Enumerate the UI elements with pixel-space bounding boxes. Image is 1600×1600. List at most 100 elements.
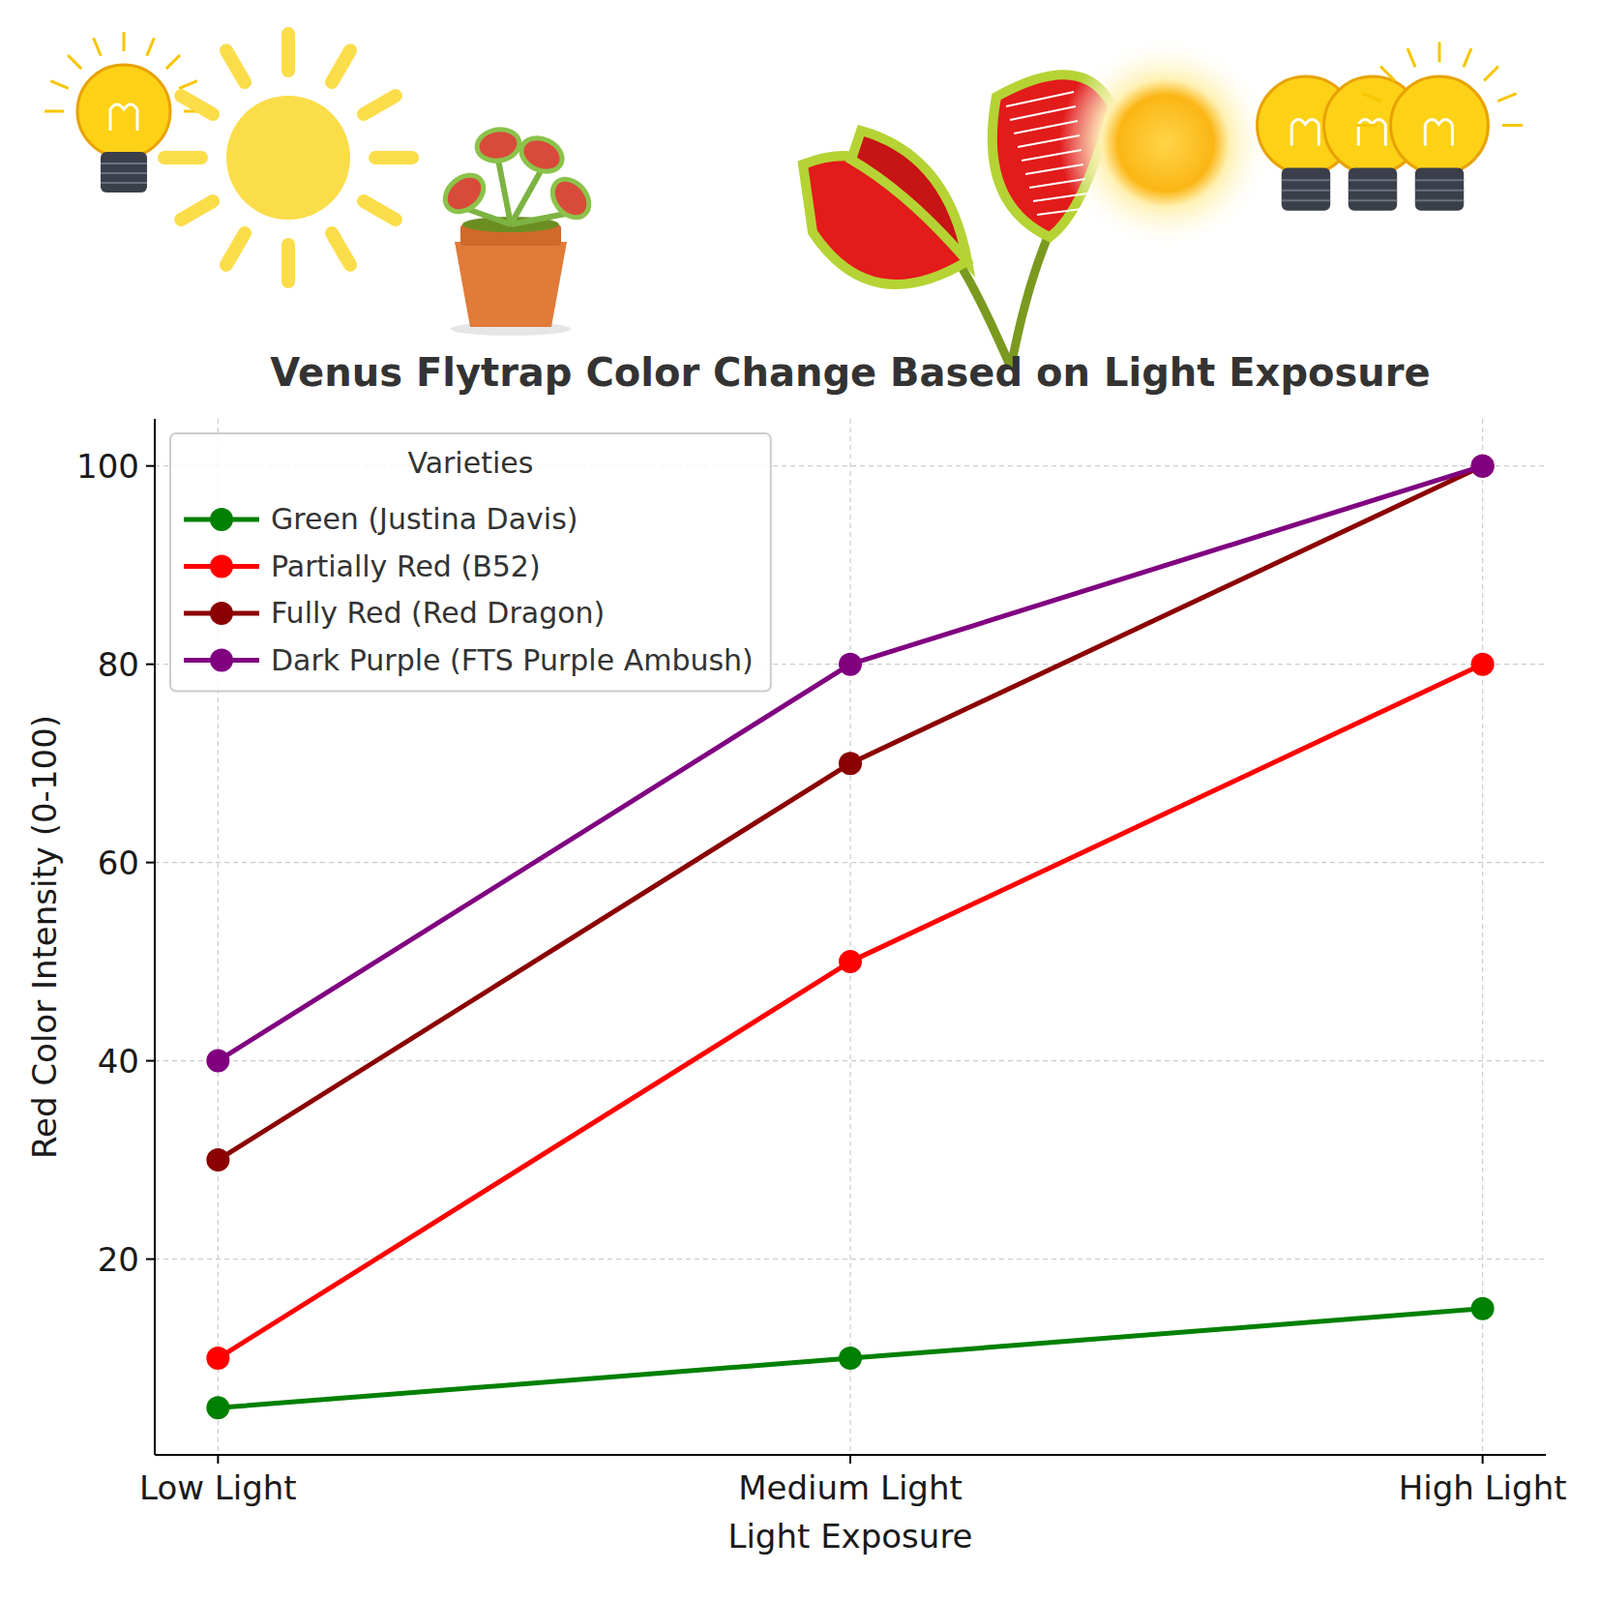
bulb-ray [1407, 48, 1416, 67]
sun-disc [226, 95, 351, 220]
y-tick-label: 100 [76, 446, 140, 486]
bulb-filament [1424, 119, 1452, 147]
y-tick [146, 663, 155, 666]
bulb-ray [1380, 66, 1395, 82]
bulb-thread [100, 172, 148, 175]
sun-ray [331, 50, 351, 83]
stem [510, 212, 571, 225]
sun-ray [180, 201, 213, 220]
bulb-ray [44, 110, 64, 114]
bulb-glass [77, 64, 171, 158]
bulb-thread [1348, 189, 1397, 192]
trap [545, 172, 597, 225]
bulb-thread [100, 181, 148, 184]
trap-hair [1037, 207, 1090, 215]
x-tick [216, 1454, 219, 1464]
grid-line [849, 418, 851, 1455]
x-tick [849, 1454, 852, 1464]
bulb-icon [1356, 41, 1523, 210]
sun-ray [164, 150, 202, 165]
y-tick [146, 1258, 155, 1261]
bulb-base [1281, 168, 1331, 211]
bulb-thread [1281, 199, 1331, 202]
title: Venus Flytrap Color Change Based on Ligh… [269, 350, 1430, 395]
sun-ray [226, 233, 245, 266]
sun-ray [226, 50, 245, 83]
y-tick [146, 1060, 155, 1063]
sun-ray [331, 233, 351, 266]
bulb-base [100, 151, 148, 193]
plot-area [206, 454, 1494, 1421]
series-marker [838, 949, 862, 974]
bulb-ray [1362, 93, 1381, 102]
series-marker [838, 1346, 862, 1370]
series-marker [1471, 454, 1495, 478]
sun-ray [281, 244, 296, 282]
legend-label: Fully Red (Red Dragon) [270, 595, 605, 630]
bulb-thread [1415, 189, 1464, 192]
bulb-filament [1291, 119, 1319, 147]
bulb-thread [1281, 189, 1331, 192]
y-tick-label: 20 [97, 1240, 140, 1279]
background [0, 0, 1600, 1600]
bulb-ray [178, 81, 197, 89]
series-line [217, 664, 1482, 1359]
bulb-ray [67, 55, 82, 69]
bulb-thread [1281, 178, 1331, 181]
series-line [217, 1308, 1482, 1408]
bulb-thread [1348, 199, 1397, 202]
stem [464, 207, 511, 225]
y-tick [146, 861, 155, 864]
sun-ray [281, 33, 296, 71]
decoration [44, 31, 1523, 368]
bulb-ray [1356, 123, 1377, 127]
chart: Venus Flytrap Color Change Based on Ligh… [0, 0, 1600, 1600]
sun-ray [375, 150, 413, 165]
y-axis-title: Red Color Intensity (0-100) [25, 714, 64, 1159]
grid [154, 418, 1546, 1455]
y-axis-line [153, 418, 156, 1455]
legend-marker [209, 649, 234, 673]
legend-box [170, 433, 771, 692]
sun-icon [164, 33, 413, 282]
bulb-ray [1463, 48, 1472, 67]
bulb-ray [1497, 93, 1516, 102]
y-tick-label: 80 [97, 645, 140, 684]
sun-ray [363, 95, 396, 115]
sun-ray [363, 201, 396, 220]
grid-line [154, 1060, 1546, 1062]
y-tick [146, 465, 155, 468]
legend: VarietiesGreen (Justina Davis)Partially … [170, 433, 771, 692]
series-marker [206, 1049, 230, 1073]
series-line [217, 466, 1482, 1160]
series-marker [1471, 1297, 1495, 1321]
bulb-base [1348, 168, 1397, 211]
pot [454, 241, 567, 327]
bulb-ray [122, 31, 126, 52]
bulb-filament [1358, 119, 1386, 147]
x-tick-label: Medium Light [738, 1468, 963, 1508]
series-marker [838, 751, 862, 775]
series-marker [206, 1148, 230, 1172]
series-line [217, 466, 1482, 1062]
stem [1010, 232, 1050, 368]
series-marker [838, 652, 862, 677]
sun-ray [180, 95, 213, 115]
trap-lobe [851, 130, 968, 262]
x-tick-label: High Light [1398, 1468, 1568, 1508]
bulb-ray [147, 37, 155, 56]
series-marker [206, 1395, 230, 1420]
stem [510, 169, 542, 225]
legend-label: Dark Purple (FTS Purple Ambush) [270, 643, 754, 678]
legend-title: Varieties [407, 445, 534, 480]
bulb-ray [1438, 41, 1442, 62]
trap-hair [1006, 91, 1074, 107]
bulb-ray [166, 55, 180, 69]
y-tick-label: 60 [97, 843, 140, 883]
x-tick-label: Low Light [139, 1468, 297, 1508]
bulb-ray [1502, 123, 1523, 127]
trap [474, 125, 523, 164]
y-tick-label: 40 [97, 1041, 140, 1081]
stem [498, 159, 511, 225]
legend-marker [209, 601, 234, 625]
